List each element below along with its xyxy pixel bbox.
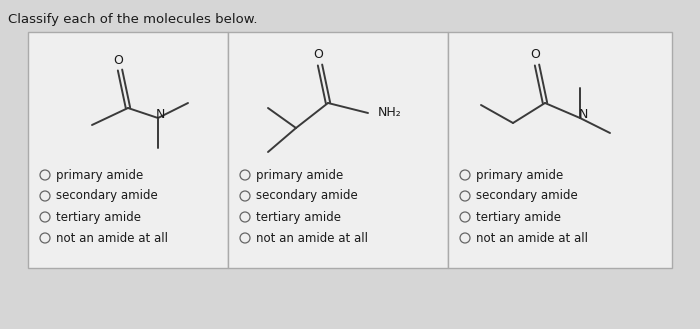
Text: not an amide at all: not an amide at all [56,232,168,244]
Text: O: O [313,48,323,62]
Text: O: O [113,54,123,66]
Text: primary amide: primary amide [476,168,564,182]
Text: tertiary amide: tertiary amide [476,211,561,223]
Text: Classify each of the molecules below.: Classify each of the molecules below. [8,13,258,26]
Bar [448,32,672,268]
Text: tertiary amide: tertiary amide [56,211,141,223]
Text: primary amide: primary amide [56,168,144,182]
Text: tertiary amide: tertiary amide [256,211,341,223]
Text: not an amide at all: not an amide at all [256,232,368,244]
Text: primary amide: primary amide [256,168,343,182]
Text: secondary amide: secondary amide [256,190,358,203]
Text: secondary amide: secondary amide [476,190,578,203]
Text: secondary amide: secondary amide [56,190,158,203]
Text: not an amide at all: not an amide at all [476,232,588,244]
Bar [228,32,448,268]
Text: N: N [578,108,588,120]
Text: NH₂: NH₂ [378,107,402,119]
Text: O: O [530,48,540,62]
Bar [28,32,228,268]
Text: N: N [155,109,164,121]
